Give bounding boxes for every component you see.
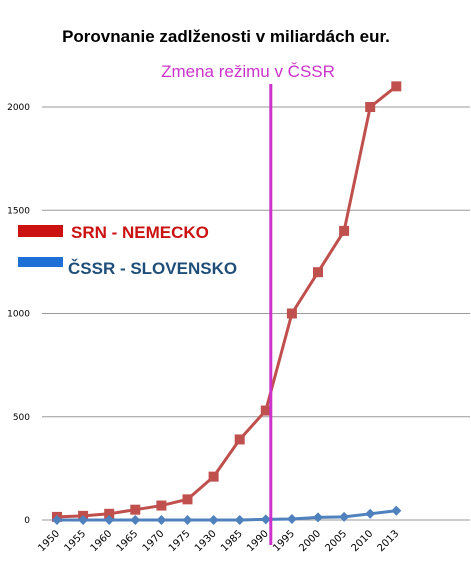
series-layer <box>52 81 402 525</box>
x-tick-label: 1995 <box>271 528 297 554</box>
data-point <box>260 514 271 525</box>
legend-label-srn: SRN - NEMECKO <box>71 223 209 242</box>
chart-title: Porovnanie zadlženosti v miliardách eur. <box>62 27 390 46</box>
data-point <box>339 225 350 236</box>
x-tick-label: 1985 <box>219 528 245 554</box>
data-point <box>313 267 323 278</box>
data-point <box>182 494 193 505</box>
data-point <box>182 515 193 525</box>
legend-swatch-srn <box>18 225 63 237</box>
data-point <box>208 515 219 525</box>
y-tick-label: 500 <box>13 413 30 423</box>
data-point <box>78 515 89 525</box>
data-point <box>313 512 323 523</box>
data-point <box>286 513 297 524</box>
data-point <box>260 405 271 416</box>
x-tick-label: 2000 <box>297 528 323 554</box>
y-axis-ticks: 0 500 1000 1500 2000 <box>7 103 30 526</box>
x-tick-label: 1975 <box>167 528 193 554</box>
data-point <box>234 434 245 445</box>
data-point <box>156 515 167 525</box>
x-tick-label: 2005 <box>323 528 349 554</box>
data-point <box>130 515 141 525</box>
x-tick-label: 1965 <box>115 528 141 554</box>
x-tick-label: 2010 <box>350 528 376 554</box>
legend-label-cssr: ČSSR - SLOVENSKO <box>68 259 237 278</box>
data-point <box>156 500 167 511</box>
regime-change-annotation: Zmena režimu v ČSSR <box>161 62 335 81</box>
legend-swatch-cssr <box>18 257 63 267</box>
data-point <box>208 471 219 482</box>
data-point <box>52 515 62 525</box>
data-point <box>130 504 141 515</box>
data-point <box>391 505 402 516</box>
x-tick-label: 1955 <box>62 528 88 554</box>
x-tick-label: 1970 <box>141 528 167 554</box>
legend: SRN - NEMECKO ČSSR - SLOVENSKO <box>18 223 237 278</box>
x-tick-label: 1930 <box>193 528 219 554</box>
y-tick-label: 1500 <box>7 206 30 216</box>
y-tick-label: 0 <box>24 516 30 526</box>
y-tick-label: 2000 <box>7 103 30 113</box>
data-point <box>339 511 350 522</box>
x-tick-label: 1990 <box>245 528 271 554</box>
data-point <box>286 308 297 319</box>
x-tick-label: 1950 <box>36 528 62 554</box>
gridlines <box>42 106 470 521</box>
x-axis-ticks: 1950 1955 1960 1965 1970 1975 1930 1985 1990 1995… <box>36 528 401 554</box>
data-point <box>365 102 376 112</box>
data-point <box>104 515 115 525</box>
x-tick-label: 2013 <box>376 528 402 554</box>
data-point <box>365 508 376 519</box>
series-line <box>56 85 398 519</box>
data-point <box>104 508 115 519</box>
data-point <box>391 81 402 92</box>
x-tick-label: 1960 <box>89 528 115 554</box>
y-tick-label: 1000 <box>7 310 30 320</box>
data-point <box>234 515 245 525</box>
